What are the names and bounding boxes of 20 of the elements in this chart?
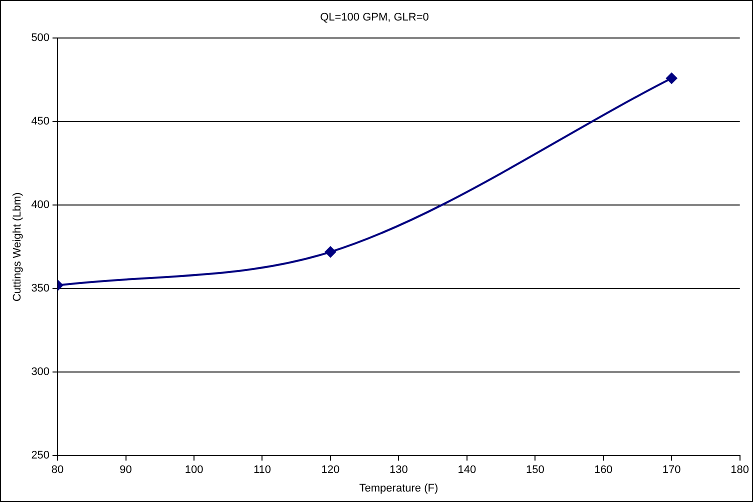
x-tick-label: 160 xyxy=(594,464,613,476)
chart-title: QL=100 GPM, GLR=0 xyxy=(320,12,429,24)
x-tick-label: 130 xyxy=(390,464,408,476)
y-tick-label: 500 xyxy=(31,32,50,44)
x-tick-label: 90 xyxy=(120,464,132,476)
x-tick-label: 140 xyxy=(458,464,476,476)
x-tick-label: 170 xyxy=(662,464,681,476)
x-tick-label: 110 xyxy=(253,464,272,476)
x-tick-label: 180 xyxy=(730,464,750,476)
y-tick-label: 250 xyxy=(31,450,50,462)
y-tick-label: 300 xyxy=(31,366,50,378)
x-tick-label: 120 xyxy=(321,464,340,476)
y-axis-title: Cuttings Weight (Lbm) xyxy=(12,192,24,302)
y-tick-label: 350 xyxy=(31,282,50,295)
y-tick-label: 400 xyxy=(31,199,50,212)
y-tick-label: 450 xyxy=(31,116,50,128)
x-axis-title: Temperature (F) xyxy=(359,482,438,494)
x-tick-label: 150 xyxy=(526,464,544,476)
x-tick-label: 100 xyxy=(184,464,204,476)
x-tick-label: 80 xyxy=(51,464,64,476)
